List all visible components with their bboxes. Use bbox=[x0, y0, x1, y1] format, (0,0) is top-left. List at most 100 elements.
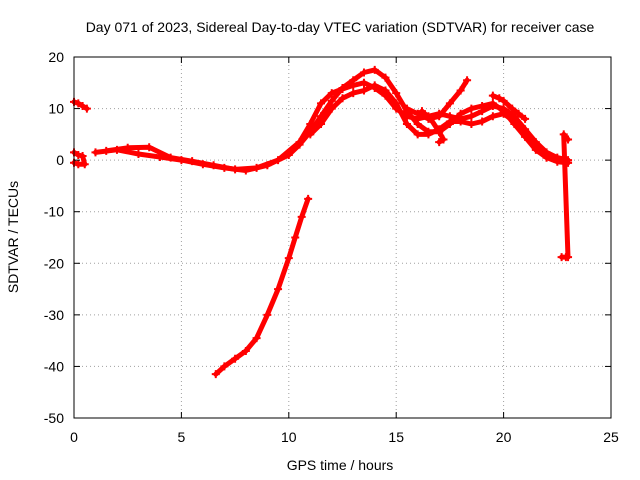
y-tick-label: 10 bbox=[48, 101, 64, 117]
data-point bbox=[413, 109, 422, 118]
data-point bbox=[74, 150, 83, 159]
data-point bbox=[402, 120, 411, 129]
data-point bbox=[553, 157, 562, 166]
data-point bbox=[241, 346, 250, 355]
data-point bbox=[445, 99, 454, 108]
data-point bbox=[510, 117, 519, 126]
data-point bbox=[359, 86, 368, 95]
data-point bbox=[467, 120, 476, 129]
data-point bbox=[274, 156, 283, 165]
data-point bbox=[134, 149, 143, 158]
data-point bbox=[274, 285, 283, 294]
series-line-descending-track bbox=[213, 196, 311, 377]
data-point bbox=[263, 310, 272, 319]
data-point bbox=[291, 233, 300, 242]
data-point bbox=[499, 109, 508, 118]
y-tick-label: -30 bbox=[44, 307, 64, 323]
data-point bbox=[488, 112, 497, 121]
data-point bbox=[463, 76, 472, 85]
y-tick-label: 0 bbox=[56, 152, 64, 168]
data-point bbox=[488, 91, 497, 100]
data-point bbox=[426, 114, 435, 123]
y-tick-label: -20 bbox=[44, 255, 64, 271]
data-point bbox=[521, 130, 530, 139]
data-point bbox=[82, 104, 91, 113]
data-point bbox=[327, 104, 336, 113]
data-point bbox=[297, 212, 306, 221]
data-point bbox=[413, 130, 422, 139]
data-point bbox=[317, 120, 326, 129]
data-point bbox=[338, 94, 347, 103]
data-point bbox=[102, 146, 111, 155]
axis-ticks: 0 5 10 15 20 25 -50 -40 -30 -20 -10 0 10 20 bbox=[44, 49, 619, 445]
data-point bbox=[478, 107, 487, 116]
data-point bbox=[359, 68, 368, 77]
x-tick-label: 5 bbox=[178, 429, 186, 445]
x-tick-label: 20 bbox=[496, 429, 512, 445]
series-line-late-isolated bbox=[559, 131, 571, 260]
data-point bbox=[499, 96, 508, 105]
data-point bbox=[284, 254, 293, 263]
data-point bbox=[445, 117, 454, 126]
x-tick-label: 10 bbox=[281, 429, 297, 445]
data-point bbox=[392, 99, 401, 108]
data-point bbox=[478, 117, 487, 126]
data-point bbox=[78, 101, 87, 110]
data-point bbox=[304, 194, 313, 203]
data-point bbox=[424, 130, 433, 139]
plot-frame bbox=[73, 56, 612, 419]
data-point bbox=[74, 99, 83, 108]
data-point bbox=[495, 94, 504, 103]
data-point bbox=[78, 152, 87, 161]
y-tick-label: -50 bbox=[44, 410, 64, 426]
data-point bbox=[564, 135, 573, 144]
data-point bbox=[564, 253, 573, 262]
data-point bbox=[488, 101, 497, 110]
data-point bbox=[559, 130, 568, 139]
data-point bbox=[435, 112, 444, 121]
data-point bbox=[439, 135, 448, 144]
data-point bbox=[123, 143, 132, 152]
x-axis-label: GPS time / hours bbox=[287, 457, 394, 473]
data-point bbox=[370, 81, 379, 90]
data-point bbox=[211, 370, 220, 379]
data-point bbox=[252, 334, 261, 343]
data-point bbox=[306, 130, 315, 139]
data-point bbox=[349, 81, 358, 90]
series-line-main-track-c bbox=[307, 82, 571, 166]
data-point bbox=[306, 120, 315, 129]
x-tick-label: 15 bbox=[388, 429, 404, 445]
data-point bbox=[338, 84, 347, 93]
chart-title: Day 071 of 2023, Sidereal Day-to-day VTE… bbox=[86, 19, 595, 35]
data-point bbox=[349, 89, 358, 98]
data-point bbox=[456, 86, 465, 95]
data-point bbox=[145, 143, 154, 152]
data-point bbox=[166, 153, 175, 162]
x-tick-label: 25 bbox=[603, 429, 619, 445]
y-tick-label: -10 bbox=[44, 204, 64, 220]
grid-lines bbox=[74, 57, 611, 418]
data-point bbox=[231, 165, 240, 174]
data-point bbox=[327, 96, 336, 105]
data-point bbox=[467, 104, 476, 113]
x-tick-label: 0 bbox=[70, 429, 78, 445]
data-point bbox=[521, 114, 530, 123]
data-point bbox=[209, 161, 218, 170]
data-point bbox=[370, 65, 379, 74]
data-point bbox=[295, 138, 304, 147]
data-point bbox=[327, 89, 336, 98]
data-point bbox=[402, 104, 411, 113]
data-point bbox=[359, 78, 368, 87]
data-point bbox=[435, 127, 444, 136]
data-point bbox=[417, 107, 426, 116]
data-point bbox=[220, 362, 229, 371]
data-point bbox=[435, 138, 444, 147]
data-point bbox=[74, 160, 83, 169]
y-tick-label: 20 bbox=[48, 49, 64, 65]
y-tick-label: -40 bbox=[44, 358, 64, 374]
data-point bbox=[381, 73, 390, 82]
data-point bbox=[456, 117, 465, 126]
y-axis-label: SDTVAR / TECUs bbox=[5, 181, 21, 293]
data-point bbox=[542, 153, 551, 162]
data-point bbox=[231, 354, 240, 363]
